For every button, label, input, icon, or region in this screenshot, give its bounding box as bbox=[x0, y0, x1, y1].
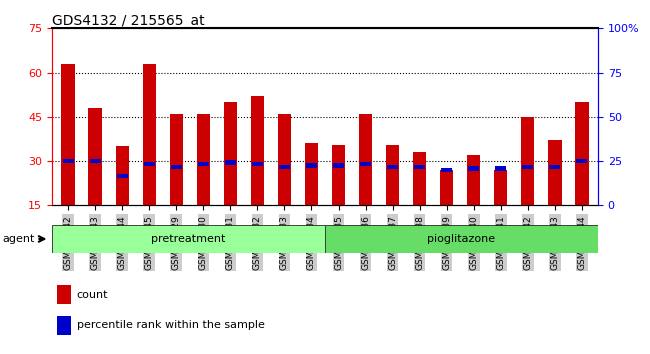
Text: pioglitazone: pioglitazone bbox=[428, 234, 495, 244]
Bar bbox=[57, 285, 71, 304]
Bar bbox=[440, 170, 454, 205]
Bar bbox=[144, 162, 155, 166]
Bar bbox=[63, 159, 73, 163]
Bar bbox=[467, 155, 480, 205]
Bar bbox=[575, 102, 588, 205]
Bar bbox=[521, 117, 534, 205]
Bar bbox=[495, 166, 506, 171]
Bar bbox=[142, 64, 156, 205]
Bar bbox=[549, 165, 560, 169]
Bar bbox=[387, 165, 398, 169]
Bar bbox=[171, 165, 182, 169]
Bar bbox=[116, 146, 129, 205]
Bar bbox=[468, 166, 479, 171]
Text: count: count bbox=[77, 290, 108, 300]
Bar bbox=[414, 165, 425, 169]
Bar bbox=[548, 141, 562, 205]
Bar bbox=[360, 162, 371, 166]
Bar bbox=[57, 316, 71, 335]
Bar bbox=[305, 143, 318, 205]
Bar bbox=[224, 102, 237, 205]
Bar bbox=[170, 114, 183, 205]
Bar bbox=[88, 108, 102, 205]
Bar bbox=[62, 64, 75, 205]
Bar bbox=[441, 168, 452, 172]
Text: percentile rank within the sample: percentile rank within the sample bbox=[77, 320, 265, 330]
Bar bbox=[577, 159, 587, 163]
Bar bbox=[278, 114, 291, 205]
Bar bbox=[359, 114, 372, 205]
Bar bbox=[306, 163, 317, 168]
Bar bbox=[386, 145, 399, 205]
Bar bbox=[225, 160, 236, 165]
Bar bbox=[494, 170, 508, 205]
Bar bbox=[279, 165, 290, 169]
Bar bbox=[252, 162, 263, 166]
Bar bbox=[196, 114, 210, 205]
Bar bbox=[333, 163, 344, 168]
Text: GDS4132 / 215565_at: GDS4132 / 215565_at bbox=[52, 14, 205, 28]
Bar bbox=[198, 162, 209, 166]
Bar bbox=[523, 165, 533, 169]
Bar bbox=[90, 159, 101, 163]
Bar bbox=[117, 173, 127, 178]
Text: agent: agent bbox=[3, 234, 35, 244]
Text: pretreatment: pretreatment bbox=[151, 234, 226, 244]
Bar bbox=[413, 152, 426, 205]
Bar bbox=[332, 145, 345, 205]
Bar bbox=[251, 96, 264, 205]
